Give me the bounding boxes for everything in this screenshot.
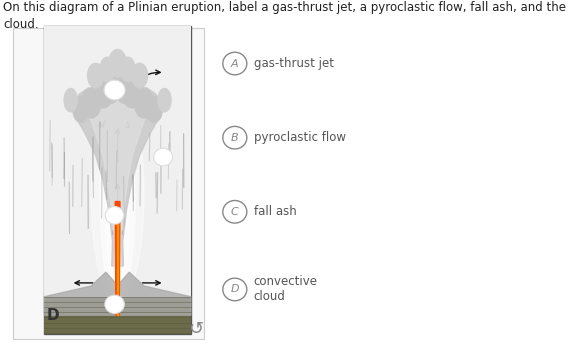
Text: convective
cloud: convective cloud (254, 275, 318, 304)
Circle shape (154, 148, 172, 166)
Text: gas-thrust jet: gas-thrust jet (254, 57, 333, 70)
Polygon shape (117, 211, 118, 315)
Circle shape (104, 80, 125, 100)
Ellipse shape (73, 96, 89, 122)
Text: ↺: ↺ (188, 320, 204, 338)
Ellipse shape (146, 96, 162, 122)
Ellipse shape (115, 72, 135, 103)
Ellipse shape (100, 72, 121, 103)
FancyBboxPatch shape (13, 28, 204, 339)
Ellipse shape (158, 89, 171, 112)
Ellipse shape (106, 88, 129, 303)
Text: C: C (231, 207, 238, 217)
Text: cloud.: cloud. (3, 18, 39, 31)
Polygon shape (118, 272, 191, 315)
Ellipse shape (104, 59, 131, 98)
Ellipse shape (121, 74, 143, 108)
Polygon shape (73, 88, 162, 266)
FancyBboxPatch shape (44, 26, 191, 334)
Ellipse shape (100, 57, 115, 82)
Text: On this diagram of a Plinian eruption, label a gas-thrust jet, a pyroclastic flo: On this diagram of a Plinian eruption, l… (3, 1, 569, 14)
Text: B: B (231, 133, 238, 143)
Ellipse shape (100, 88, 135, 303)
Ellipse shape (131, 63, 147, 88)
Text: D: D (230, 285, 239, 294)
Text: A: A (231, 59, 238, 68)
Ellipse shape (121, 57, 135, 82)
Ellipse shape (82, 89, 101, 118)
Ellipse shape (92, 74, 114, 108)
Circle shape (105, 295, 125, 313)
Circle shape (105, 207, 124, 224)
FancyBboxPatch shape (44, 26, 191, 334)
Ellipse shape (88, 63, 104, 88)
Polygon shape (116, 202, 120, 315)
Ellipse shape (64, 89, 77, 112)
Ellipse shape (91, 88, 144, 303)
Polygon shape (44, 272, 117, 315)
Text: fall ash: fall ash (254, 205, 296, 218)
Text: pyroclastic flow: pyroclastic flow (254, 131, 345, 144)
Ellipse shape (134, 89, 154, 118)
Text: D: D (47, 308, 60, 323)
FancyBboxPatch shape (44, 297, 191, 334)
Polygon shape (85, 97, 150, 266)
Ellipse shape (109, 49, 126, 77)
